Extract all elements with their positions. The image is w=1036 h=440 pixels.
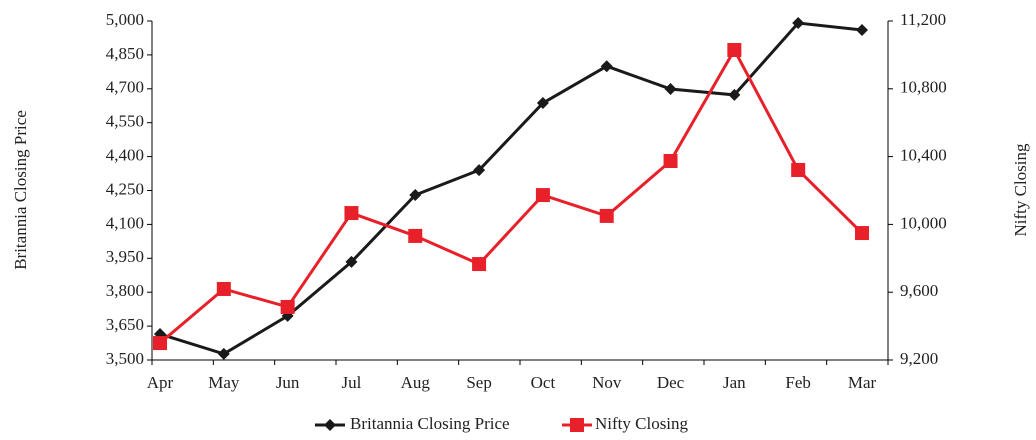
y-tick-label: 4,100: [106, 213, 144, 232]
x-tick-label: Sep: [466, 373, 492, 392]
point: [728, 88, 741, 101]
x-tick-label: Aug: [401, 373, 431, 392]
y-tick-label: 4,550: [106, 112, 144, 131]
x-tick-label: Feb: [785, 373, 811, 392]
point: [791, 162, 806, 177]
point: [664, 83, 677, 96]
x-tick-label: Jun: [276, 373, 300, 392]
x-tick-label: Nov: [592, 373, 622, 392]
point: [345, 255, 358, 268]
y-tick-label: 3,650: [106, 315, 144, 334]
y-tick-label: 3,950: [106, 247, 144, 266]
y-axis-label: Britannia Closing Price: [11, 110, 30, 270]
y2-tick-label: 9,600: [900, 281, 938, 300]
point: [856, 24, 868, 37]
point: [153, 336, 167, 351]
point: [536, 97, 549, 110]
y-tick-label: 4,850: [106, 44, 144, 63]
legend-marker: [324, 419, 336, 431]
legend-label: Nifty Closing: [595, 414, 689, 433]
point: [408, 228, 423, 243]
point: [280, 299, 295, 314]
point: [792, 17, 805, 30]
x-tick-label: May: [208, 373, 240, 392]
point: [727, 42, 742, 57]
point: [344, 206, 359, 221]
point: [663, 154, 678, 169]
point: [472, 257, 487, 272]
point: [600, 60, 613, 73]
y-tick-label: 4,250: [106, 179, 144, 198]
y-tick-label: 5,000: [106, 10, 144, 29]
series-line: [159, 46, 864, 345]
y2-tick-label: 10,000: [900, 213, 947, 232]
point: [217, 347, 230, 360]
series-line: [159, 21, 863, 356]
y-tick-label: 4,400: [106, 146, 144, 165]
legend-label: Britannia Closing Price: [350, 414, 510, 433]
x-tick-label: Jul: [342, 373, 362, 392]
y2-tick-label: 10,800: [900, 78, 947, 97]
point: [409, 189, 422, 202]
point: [599, 208, 614, 223]
x-tick-label: Jan: [723, 373, 746, 392]
point: [216, 281, 231, 296]
y-tick-label: 3,800: [106, 281, 144, 300]
y2-tick-label: 9,200: [900, 349, 938, 368]
y2-tick-label: 10,400: [900, 146, 947, 165]
x-tick-label: Apr: [147, 373, 174, 392]
legend-marker: [570, 418, 584, 432]
y2-tick-label: 11,200: [900, 10, 946, 29]
y-tick-label: 4,700: [106, 78, 144, 97]
y2-axis-label: Nifty Closing: [1011, 143, 1030, 237]
x-tick-label: Dec: [657, 373, 685, 392]
y-tick-label: 3,500: [106, 349, 144, 368]
x-tick-label: Oct: [531, 373, 556, 392]
point: [855, 226, 869, 241]
point: [473, 164, 486, 177]
x-tick-label: Mar: [848, 373, 877, 392]
point: [535, 188, 550, 203]
